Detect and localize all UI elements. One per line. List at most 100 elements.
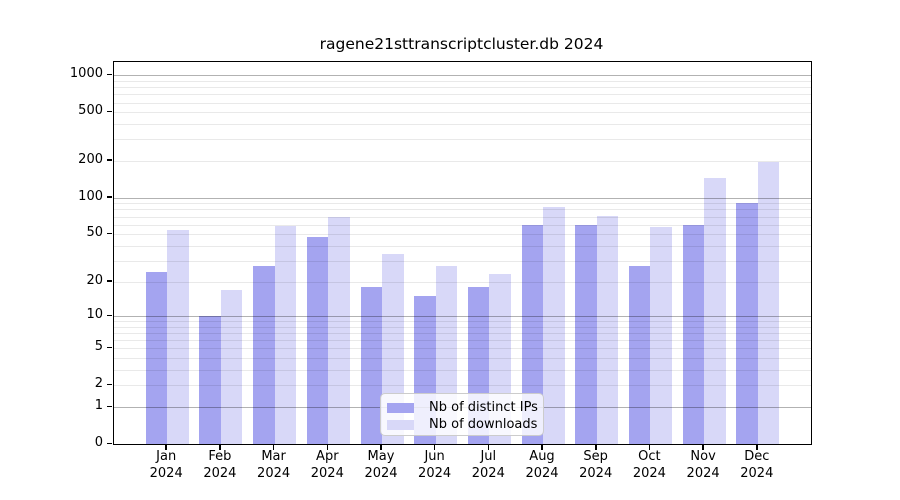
y-tick-mark (107, 442, 112, 444)
bar-dec-downloads (757, 162, 780, 444)
minor-gridline (114, 358, 811, 360)
x-tick-mark (595, 444, 597, 450)
x-tick-label-jan: Jan 2024 (149, 449, 183, 481)
minor-gridline (114, 348, 811, 350)
y-tick-mark (107, 159, 112, 161)
y-tick-label: 500 (78, 103, 103, 119)
y-tick-mark (107, 314, 112, 316)
legend-swatch-distinct-ips (387, 402, 414, 413)
bar-oct-distinct-ips (628, 266, 651, 444)
minor-gridline (114, 94, 811, 96)
legend-row: Nb of downloads (387, 416, 538, 433)
chart-title: ragene21sttranscriptcluster.db 2024 (319, 35, 604, 53)
y-tick-mark (107, 383, 112, 386)
bar-feb-distinct-ips (199, 316, 221, 444)
minor-gridline (114, 245, 811, 247)
minor-gridline (114, 203, 811, 205)
x-tick-mark (648, 444, 651, 450)
x-tick-mark (380, 444, 382, 450)
x-tick-mark (219, 444, 221, 450)
x-tick-label-aug: Aug 2024 (525, 449, 559, 481)
minor-gridline (114, 385, 811, 387)
y-tick-label: 200 (78, 151, 103, 167)
minor-gridline (114, 340, 811, 342)
y-tick-label: 1000 (69, 66, 103, 82)
bar-may-distinct-ips (360, 286, 382, 444)
bar-dec-distinct-ips (736, 202, 758, 444)
bar-aug-distinct-ips (521, 224, 543, 444)
minor-gridline (114, 333, 811, 334)
y-tick-mark (107, 405, 112, 407)
y-tick-label: 1 (94, 398, 103, 413)
x-tick-mark (756, 444, 758, 450)
minor-gridline (114, 87, 811, 89)
y-tick-label: 100 (78, 188, 103, 204)
y-tick-mark (107, 232, 112, 235)
y-tick-mark (107, 73, 112, 76)
minor-gridline (114, 260, 811, 262)
x-tick-mark (326, 444, 328, 450)
y-tick-mark (107, 346, 112, 349)
y-tick-mark (107, 280, 112, 282)
minor-gridline (114, 321, 811, 323)
x-tick-label-sep: Sep 2024 (579, 449, 613, 481)
legend-label: Nb of downloads (429, 416, 538, 432)
bar-mar-downloads (274, 225, 297, 444)
x-tick-mark (487, 444, 490, 450)
x-tick-label-apr: Apr 2024 (310, 449, 344, 481)
minor-gridline (114, 112, 811, 114)
bar-apr-distinct-ips (306, 237, 329, 444)
minor-gridline (114, 160, 811, 162)
bar-mar-distinct-ips (253, 266, 275, 444)
x-tick-label-oct: Oct 2024 (632, 449, 666, 481)
legend-row: Nb of distinct IPs (387, 399, 538, 416)
minor-gridline (114, 139, 811, 141)
y-tick-label: 10 (86, 307, 103, 322)
minor-gridline (114, 326, 811, 328)
legend: Nb of distinct IPs Nb of downloads (380, 393, 544, 436)
bar-nov-distinct-ips (682, 224, 705, 444)
bar-sep-downloads (596, 215, 619, 444)
y-tick-label: 20 (86, 272, 103, 288)
bar-jan-distinct-ips (145, 272, 168, 444)
minor-gridline (114, 124, 811, 126)
x-tick-mark (541, 444, 543, 450)
major-gridline (114, 197, 811, 199)
minor-gridline (114, 80, 811, 82)
bar-apr-downloads (328, 216, 350, 444)
x-tick-mark (272, 444, 275, 450)
bar-sep-distinct-ips (575, 224, 597, 444)
y-tick-mark (107, 196, 112, 198)
y-tick-label: 50 (86, 225, 103, 241)
x-tick-mark (702, 444, 704, 450)
y-tick-label: 0 (94, 435, 103, 450)
x-tick-label-may: May 2024 (364, 449, 398, 481)
minor-gridline (114, 209, 811, 211)
legend-swatch-downloads (387, 419, 414, 430)
x-tick-mark (433, 444, 436, 450)
minor-gridline (114, 216, 811, 218)
bar-jan-downloads (167, 230, 189, 444)
x-tick-label-nov: Nov 2024 (686, 449, 720, 481)
minor-gridline (114, 224, 811, 226)
bar-feb-downloads (220, 289, 243, 444)
minor-gridline (114, 370, 811, 371)
bar-aug-downloads (543, 206, 565, 444)
major-gridline (114, 75, 811, 77)
legend-label: Nb of distinct IPs (429, 399, 538, 415)
minor-gridline (114, 281, 811, 283)
y-tick-mark (107, 110, 112, 113)
y-tick-label: 2 (94, 376, 103, 392)
x-tick-label-feb: Feb 2024 (203, 449, 237, 481)
minor-gridline (114, 102, 811, 104)
x-tick-label-mar: Mar 2024 (257, 449, 291, 481)
bar-oct-downloads (650, 227, 672, 444)
bar-nov-downloads (704, 177, 726, 444)
major-gridline (114, 316, 811, 318)
x-tick-label-dec: Dec 2024 (740, 449, 774, 481)
x-tick-label-jul: Jul 2024 (471, 449, 505, 481)
plot-area: Nb of distinct IPs Nb of downloads (113, 61, 812, 445)
minor-gridline (114, 234, 811, 236)
x-tick-mark (165, 444, 167, 450)
